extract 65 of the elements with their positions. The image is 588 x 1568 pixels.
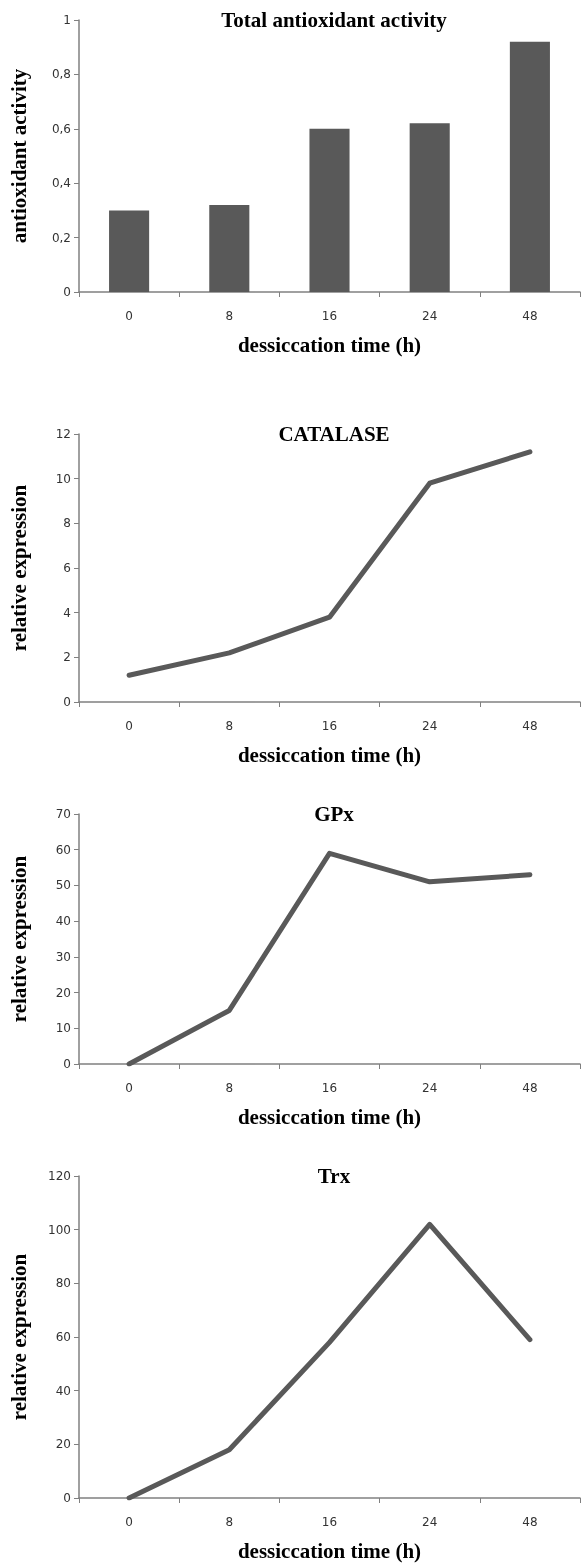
y-tick-label: 30 <box>55 949 71 964</box>
y-tick-label: 10 <box>55 471 71 486</box>
y-tick-label: 80 <box>55 1276 71 1291</box>
y-tick-label: 20 <box>55 985 71 1000</box>
chart-title: Trx <box>317 1163 351 1188</box>
y-tick-label: 6 <box>63 561 71 575</box>
bar <box>309 128 350 292</box>
x-tick-label: 24 <box>422 309 438 323</box>
x-tick-label: 8 <box>225 1081 234 1095</box>
y-tick-label: 10 <box>55 1021 71 1036</box>
x-tick-label: 0 <box>125 1081 133 1095</box>
x-tick-label: 24 <box>422 1515 438 1529</box>
y-tick-label: 0 <box>63 285 71 299</box>
y-tick-label: 4 <box>63 605 71 620</box>
y-tick-label: 0 <box>63 1057 71 1071</box>
y-tick-label: 50 <box>55 878 71 893</box>
chart-title: GPx <box>314 801 355 826</box>
y-tick-label: 60 <box>55 842 71 857</box>
chart-title: Total antioxidant activity <box>221 7 448 32</box>
x-tick-label: 48 <box>522 1515 538 1529</box>
x-tick-label: 48 <box>522 309 538 323</box>
x-tick-label: 8 <box>225 719 234 733</box>
y-axis-title: relative expression <box>6 484 31 652</box>
y-tick-label: 0 <box>63 695 71 709</box>
x-tick-label: 16 <box>321 1515 338 1529</box>
bar <box>409 123 450 292</box>
y-tick-label: 0 <box>63 1491 71 1505</box>
y-tick-label: 0,8 <box>51 67 71 82</box>
x-tick-label: 24 <box>422 719 438 733</box>
y-tick-label: 60 <box>55 1330 71 1344</box>
x-tick-label: 16 <box>321 1081 338 1095</box>
x-axis-title: dessiccation time (h) <box>237 1104 422 1129</box>
y-tick-label: 120 <box>48 1169 71 1183</box>
x-tick-label: 0 <box>125 719 133 733</box>
y-tick-label: 40 <box>55 1383 71 1398</box>
x-tick-label: 16 <box>321 719 338 733</box>
x-tick-label: 8 <box>225 309 234 323</box>
y-tick-label: 100 <box>48 1222 71 1237</box>
y-tick-label: 0,2 <box>51 230 71 245</box>
y-tick-label: 2 <box>63 650 71 665</box>
x-axis-title: dessiccation time (h) <box>237 1538 422 1563</box>
x-tick-label: 48 <box>522 1081 538 1095</box>
x-axis-title: dessiccation time (h) <box>237 332 422 357</box>
y-tick-label: 1 <box>63 13 71 27</box>
y-axis-title: relative expression <box>6 855 31 1023</box>
y-tick-label: 8 <box>63 516 71 531</box>
y-tick-label: 12 <box>55 427 71 441</box>
x-tick-label: 0 <box>125 1515 133 1529</box>
x-axis-title: dessiccation time (h) <box>237 742 422 767</box>
bar <box>209 204 250 292</box>
bar <box>109 210 150 292</box>
y-tick-label: 40 <box>55 914 71 929</box>
y-tick-label: 70 <box>55 807 71 821</box>
y-tick-label: 0,4 <box>51 176 71 191</box>
y-tick-label: 0,6 <box>51 121 71 136</box>
y-axis-title: relative expression <box>6 1253 31 1421</box>
x-tick-label: 16 <box>321 309 338 323</box>
y-axis-title: antioxidant activity <box>6 68 31 244</box>
x-tick-label: 8 <box>225 1515 234 1529</box>
bar <box>509 41 550 292</box>
chart-title: CATALASE <box>278 421 390 446</box>
x-tick-label: 0 <box>125 309 133 323</box>
y-tick-label: 20 <box>55 1437 71 1452</box>
x-tick-label: 24 <box>422 1081 438 1095</box>
x-tick-label: 48 <box>522 719 538 733</box>
